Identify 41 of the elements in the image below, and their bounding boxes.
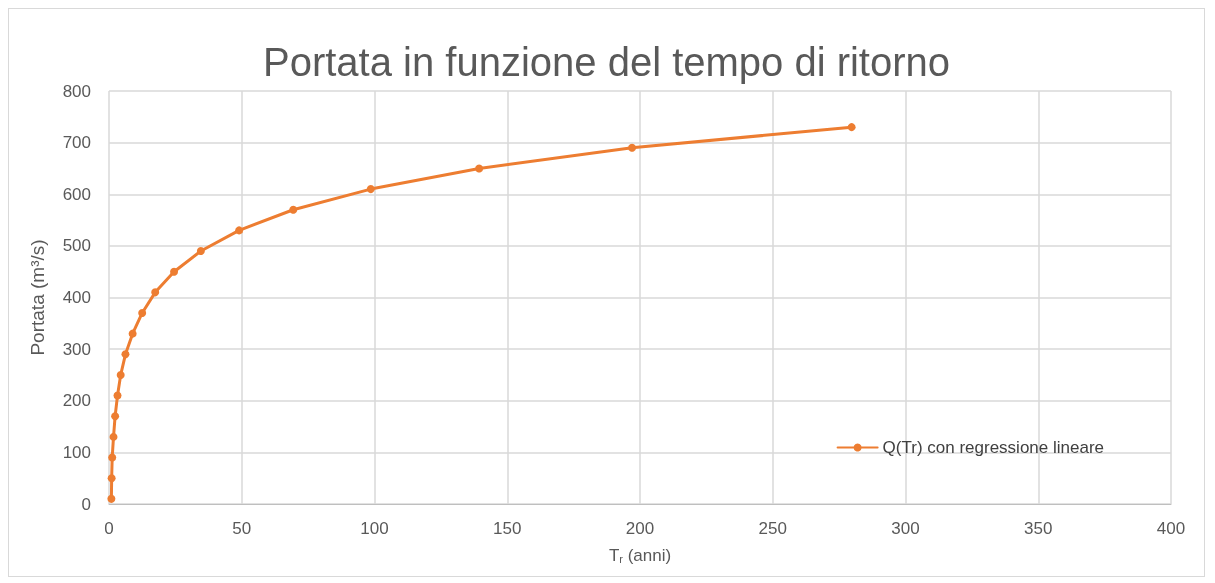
point xyxy=(366,185,375,194)
point xyxy=(170,267,179,276)
y-tick-label: 600 xyxy=(62,184,91,204)
point xyxy=(107,474,116,483)
y-tick-label: 100 xyxy=(62,442,91,462)
point xyxy=(111,412,120,421)
x-tick-label: 0 xyxy=(104,519,114,538)
point xyxy=(151,288,160,297)
x-tick-label: 100 xyxy=(360,519,389,538)
y-tick-label: 200 xyxy=(62,391,91,411)
y-tick-label: 400 xyxy=(62,288,91,307)
point xyxy=(475,164,484,173)
point xyxy=(289,205,298,214)
point xyxy=(107,494,116,503)
y-axis-title: Portata (m³/s) xyxy=(27,239,48,356)
point xyxy=(113,391,122,400)
x-axis-title: Tr (anni) xyxy=(608,545,672,566)
x-tick-label: 50 xyxy=(232,519,252,538)
legend-label: Q(Tr) con regressione lineare xyxy=(882,438,1105,457)
point xyxy=(116,370,125,379)
point xyxy=(109,432,118,441)
x-tick-label: 250 xyxy=(758,519,787,538)
y-tick-label: 500 xyxy=(62,236,91,256)
y-tick-label: 700 xyxy=(62,133,91,153)
point xyxy=(235,226,244,235)
x-tick-label: 400 xyxy=(1156,519,1186,538)
x-tick-label: 350 xyxy=(1024,519,1053,538)
point xyxy=(847,123,856,132)
x-tick-label: 150 xyxy=(493,519,522,538)
point xyxy=(138,308,147,317)
x-tick-label: 200 xyxy=(625,519,655,538)
y-tick-label: 300 xyxy=(62,339,91,359)
y-tick-label: 800 xyxy=(62,81,91,101)
point xyxy=(128,329,137,338)
point xyxy=(628,143,637,152)
chart-title: Portata in funzione del tempo di ritorno xyxy=(262,40,951,84)
point xyxy=(196,247,205,256)
point xyxy=(108,453,117,462)
y-tick-label: 0 xyxy=(81,494,91,514)
x-tick-label: 300 xyxy=(891,519,920,538)
point xyxy=(121,350,130,359)
